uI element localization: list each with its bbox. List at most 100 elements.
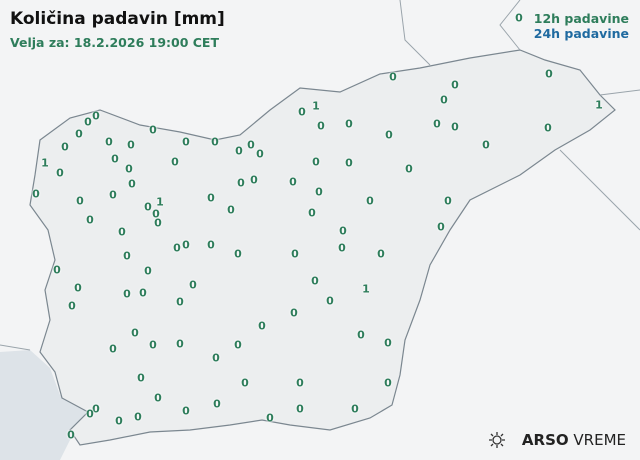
station-value: 0 <box>227 203 235 217</box>
station-value: 0 <box>86 213 94 227</box>
station-value: 0 <box>207 191 215 205</box>
station-value: 0 <box>482 138 490 152</box>
station-value: 0 <box>266 411 274 425</box>
station-value: 0 <box>56 166 64 180</box>
brand-bold: ARSO <box>521 431 569 449</box>
station-value: 0 <box>123 287 131 301</box>
station-value: 0 <box>134 410 142 424</box>
station-value: 0 <box>366 194 374 208</box>
station-value: 0 <box>152 207 160 221</box>
station-value: 0 <box>207 238 215 252</box>
station-value: 0 <box>118 225 126 239</box>
station-value: 0 <box>385 128 393 142</box>
station-value: 0 <box>317 119 325 133</box>
station-value: 0 <box>339 224 347 238</box>
station-value: 0 <box>389 70 397 84</box>
station-value: 0 <box>433 117 441 131</box>
station-value: 0 <box>247 138 255 152</box>
station-value: 0 <box>357 328 365 342</box>
station-value: 0 <box>131 326 139 340</box>
station-value: 1 <box>312 99 320 113</box>
station-value: 0 <box>32 187 40 201</box>
station-value: 0 <box>53 263 61 277</box>
station-value: 1 <box>156 195 164 209</box>
station-value: 0 <box>105 135 113 149</box>
station-value: 0 <box>308 206 316 220</box>
station-value: 0 <box>437 220 445 234</box>
station-value: 0 <box>241 376 249 390</box>
station-value: 0 <box>109 342 117 356</box>
station-value: 0 <box>451 78 459 92</box>
arso-logo[interactable]: ARSO VREME <box>486 431 626 449</box>
station-value: 1 <box>595 98 603 112</box>
station-value: 0 <box>211 135 219 149</box>
station-value: 0 <box>311 274 319 288</box>
station-value: 0 <box>213 397 221 411</box>
station-value: 0 <box>312 155 320 169</box>
station-value: 0 <box>296 376 304 390</box>
station-value: 1 <box>362 282 370 296</box>
station-value: 0 <box>74 281 82 295</box>
station-value: 0 <box>127 138 135 152</box>
station-value: 0 <box>173 241 181 255</box>
station-value: 0 <box>545 67 553 81</box>
station-value: 0 <box>92 109 100 123</box>
station-value: 0 <box>123 249 131 263</box>
station-value: 0 <box>84 115 92 129</box>
station-value: 0 <box>149 338 157 352</box>
station-value: 0 <box>351 402 359 416</box>
station-value: 0 <box>139 286 147 300</box>
station-value: 0 <box>154 216 162 230</box>
station-value: 0 <box>338 241 346 255</box>
station-value: 0 <box>154 391 162 405</box>
station-value: 0 <box>326 294 334 308</box>
station-value: 0 <box>212 351 220 365</box>
station-value: 0 <box>345 156 353 170</box>
station-value: 0 <box>377 247 385 261</box>
station-value: 0 <box>234 338 242 352</box>
station-value: 0 <box>182 238 190 252</box>
station-value: 0 <box>171 155 179 169</box>
sea <box>0 350 92 460</box>
station-value: 0 <box>451 120 459 134</box>
station-value: 0 <box>544 121 552 135</box>
legend-24h: 24h padavine <box>533 26 629 41</box>
station-value: 0 <box>291 247 299 261</box>
station-value: 0 <box>440 93 448 107</box>
station-value: 0 <box>75 127 83 141</box>
station-value: 0 <box>189 278 197 292</box>
station-value: 0 <box>144 200 152 214</box>
station-value: 0 <box>109 188 117 202</box>
station-value: 0 <box>258 319 266 333</box>
valid-time: Velja za: 18.2.2026 19:00 CET <box>10 35 219 50</box>
station-value: 0 <box>315 185 323 199</box>
station-value: 0 <box>61 140 69 154</box>
station-value: 0 <box>237 176 245 190</box>
station-value: 0 <box>298 105 306 119</box>
station-value: 0 <box>234 247 242 261</box>
station-value: 0 <box>176 337 184 351</box>
station-value: 0 <box>182 135 190 149</box>
station-value: 0 <box>405 162 413 176</box>
station-value: 0 <box>111 152 119 166</box>
station-value: 0 <box>149 123 157 137</box>
slovenia-border <box>29 49 616 446</box>
station-value: 0 <box>67 428 75 442</box>
map-title: Količina padavin [mm] <box>10 9 225 29</box>
station-value: 0 <box>515 11 523 25</box>
station-value: 1 <box>41 156 49 170</box>
station-value: 0 <box>92 402 100 416</box>
station-value: 0 <box>137 371 145 385</box>
station-value: 0 <box>250 173 258 187</box>
station-value: 0 <box>68 299 76 313</box>
station-value: 0 <box>256 147 264 161</box>
station-value: 0 <box>115 414 123 428</box>
station-value: 0 <box>128 177 136 191</box>
station-value: 0 <box>182 404 190 418</box>
station-value: 0 <box>144 264 152 278</box>
legend-12h: 12h padavine <box>533 11 629 26</box>
sun-cloud-icon <box>488 432 505 448</box>
station-value: 0 <box>86 407 94 421</box>
station-value: 0 <box>290 306 298 320</box>
